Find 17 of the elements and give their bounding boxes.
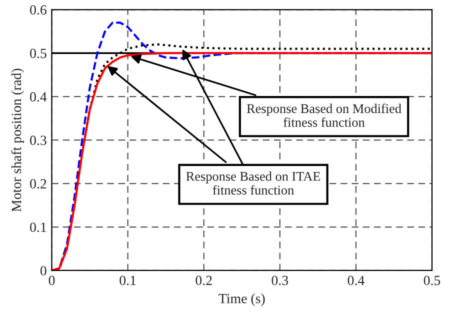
annotation: Response Based on Modified fitness function [246, 104, 402, 127]
y-tick-label: 0.6 [30, 5, 46, 15]
y-tick-label: 0.3 [30, 136, 46, 146]
x-tick-label: 0.2 [196, 276, 212, 286]
y-tick-label: 0.1 [30, 222, 46, 232]
y-tick-label: 0.4 [30, 92, 47, 102]
annotation: Response Based on ITAE fitness function [186, 172, 320, 195]
x-tick-label: 0.3 [272, 276, 288, 286]
x-tick-label: 0.4 [348, 276, 364, 286]
x-tick-label: 0 [48, 276, 55, 286]
x-tick-label: 0.5 [424, 276, 440, 286]
x-tick-label: 0.1 [120, 276, 136, 286]
y-axis-title: Motor shaft position (rad) [11, 68, 24, 212]
y-tick-label: 0.5 [30, 48, 46, 58]
y-tick-label: 0.2 [30, 179, 46, 189]
y-tick-label: 0 [40, 266, 46, 276]
x-axis-title: Time (s) [218, 293, 265, 306]
